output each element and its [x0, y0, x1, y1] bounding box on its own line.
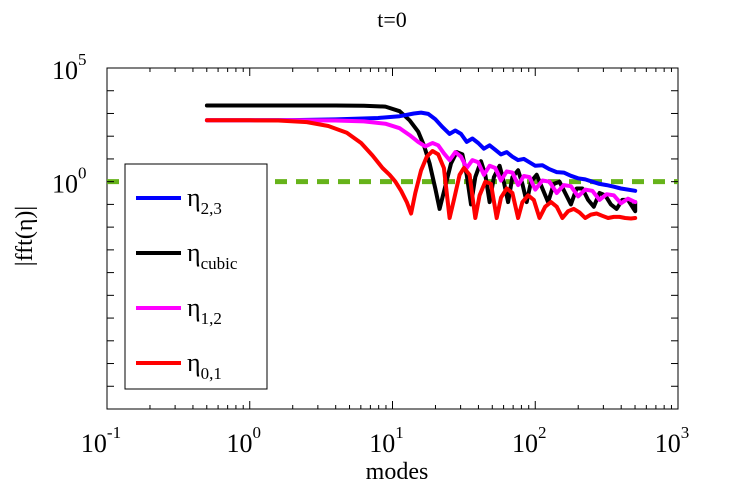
legend: η2,3 ηcubic η1,2 η0,1: [124, 163, 268, 390]
legend-box: [124, 163, 268, 390]
legend-label-2-3: η2,3: [187, 183, 222, 218]
x-tick-label: 102: [512, 423, 547, 458]
chart-title: t=0: [377, 7, 407, 32]
legend-label-0-1: η0,1: [187, 348, 222, 383]
x-tick-label: 103: [655, 423, 690, 458]
legend-label-cubic: ηcubic: [187, 238, 238, 273]
series-line-2-3: [204, 110, 638, 193]
legend-label-1-2: η1,2: [187, 293, 222, 328]
tick-layer: 10-1 100 101 102 103 100 105: [52, 50, 689, 458]
series-line-0-1: [204, 118, 638, 221]
y-tick-label: 105: [52, 50, 87, 85]
x-tick-label: 10-1: [81, 423, 121, 458]
series-line-1-2: [204, 118, 638, 206]
series-layer: [204, 103, 638, 221]
y-tick-label: 100: [52, 164, 87, 199]
x-tick-label: 101: [369, 423, 404, 458]
x-axis-label: modes: [366, 459, 429, 485]
y-axis-label: |fft(η)|: [12, 206, 38, 266]
x-tick-label: 100: [227, 423, 262, 458]
